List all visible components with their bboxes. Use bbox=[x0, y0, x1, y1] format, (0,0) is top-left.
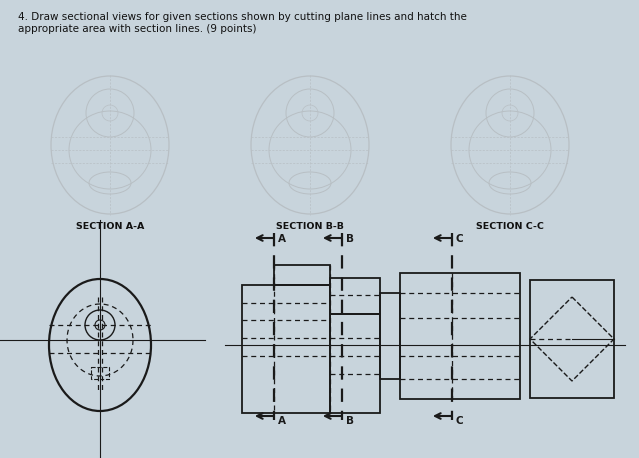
Text: SECTION B-B: SECTION B-B bbox=[276, 222, 344, 231]
Text: B: B bbox=[346, 416, 354, 426]
Text: SECTION A-A: SECTION A-A bbox=[76, 222, 144, 231]
Text: SECTION C-C: SECTION C-C bbox=[476, 222, 544, 231]
Text: 4. Draw sectional views for given sections shown by cutting plane lines and hatc: 4. Draw sectional views for given sectio… bbox=[18, 12, 467, 33]
Text: A: A bbox=[278, 234, 286, 244]
Text: C: C bbox=[456, 234, 464, 244]
Text: C: C bbox=[456, 416, 464, 426]
Text: B: B bbox=[346, 234, 354, 244]
Text: A: A bbox=[278, 416, 286, 426]
